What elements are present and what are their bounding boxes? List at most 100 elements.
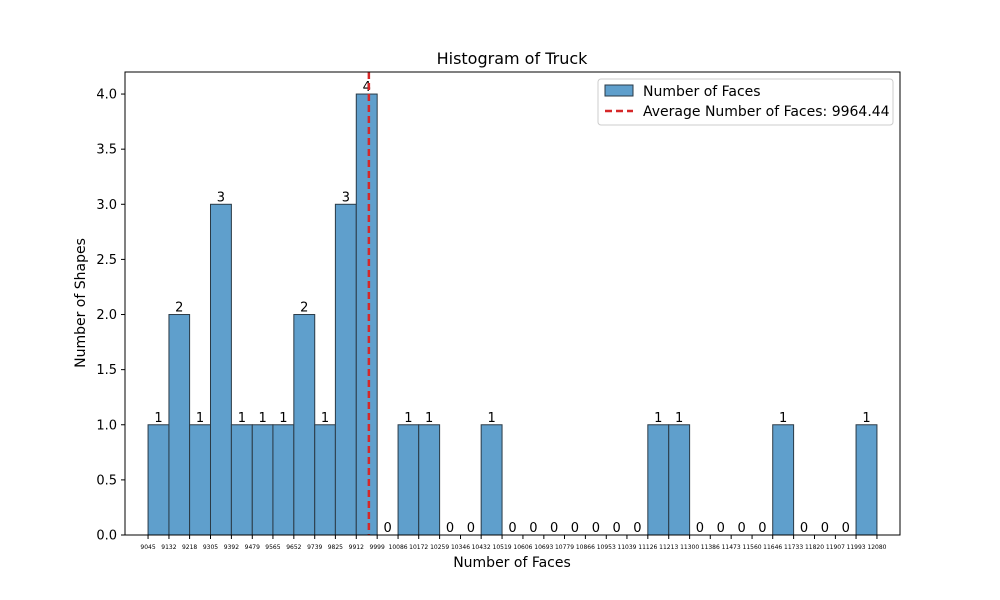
y-tick-label: 3.5 xyxy=(96,143,117,158)
bar-value-label: 3 xyxy=(342,190,350,205)
bar-value-label: 0 xyxy=(821,521,829,536)
x-tick-label: 11300 xyxy=(680,544,699,551)
x-tick-label: 9479 xyxy=(245,544,260,551)
bar-value-label: 1 xyxy=(196,411,204,426)
histogram-bar xyxy=(772,424,795,536)
x-tick-label: 11213 xyxy=(659,544,678,551)
histogram-bar xyxy=(209,203,232,536)
plot-frame xyxy=(124,71,901,536)
bar-value-label: 0 xyxy=(717,521,725,536)
histogram-bar xyxy=(855,424,878,536)
bar-value-label: 1 xyxy=(425,411,433,426)
legend: Number of Faces Average Number of Faces:… xyxy=(597,78,894,126)
y-axis-label: Number of Shapes xyxy=(73,238,89,368)
bar-value-label: 0 xyxy=(842,521,850,536)
x-tick-label: 10086 xyxy=(389,544,408,551)
histogram-bar xyxy=(647,424,670,536)
x-tick-label: 9652 xyxy=(286,544,301,551)
histogram-bar xyxy=(418,424,441,536)
x-tick-label: 11820 xyxy=(805,544,824,551)
x-tick-label: 9739 xyxy=(307,544,322,551)
legend-label-bars: Number of Faces xyxy=(643,84,761,100)
x-tick-label: 11039 xyxy=(617,544,636,551)
x-tick-label: 11560 xyxy=(743,544,762,551)
x-tick-label: 10432 xyxy=(472,544,491,551)
histogram-bar xyxy=(293,314,316,536)
bar-value-label: 2 xyxy=(175,301,183,316)
x-axis-label: Number of Faces xyxy=(453,555,571,571)
bar-value-label: 1 xyxy=(279,411,287,426)
bar-value-label: 0 xyxy=(696,521,704,536)
bar-value-label: 0 xyxy=(467,521,475,536)
y-axis: 0.0 0.5 1.0 1.5 2.0 2.5 3.0 3.5 4.0 xyxy=(96,88,125,544)
y-tick-label: 0.0 xyxy=(96,529,117,544)
x-tick-label: 12080 xyxy=(867,544,886,551)
histogram-bar xyxy=(189,424,211,536)
bar-value-label: 1 xyxy=(779,411,787,426)
x-tick-label: 9999 xyxy=(370,544,385,551)
histogram-bar xyxy=(251,424,274,536)
x-tick-label: 11733 xyxy=(784,544,803,551)
histogram-bar xyxy=(355,93,378,536)
bar-value-label: 1 xyxy=(238,411,246,426)
bar-value-label: 1 xyxy=(154,411,162,426)
x-tick-label: 10346 xyxy=(451,544,470,551)
legend-box xyxy=(597,78,894,126)
histogram-bar xyxy=(480,424,503,536)
x-tick-label: 9392 xyxy=(224,544,239,551)
x-tick-label: 9218 xyxy=(182,544,197,551)
y-tick-label: 1.5 xyxy=(96,363,117,378)
x-tick-label: 9305 xyxy=(203,544,218,551)
histogram-bar xyxy=(334,203,357,536)
x-tick-label: 10953 xyxy=(597,544,616,551)
x-axis: 9045 9132 9218 9305 9392 9479 9565 9652 9739 9825… xyxy=(140,535,887,551)
histogram-bar xyxy=(272,424,295,536)
bar-value-label: 0 xyxy=(633,521,641,536)
y-tick-label: 4.0 xyxy=(96,88,117,103)
chart-title: Histogram of Truck xyxy=(437,49,589,68)
bar-value-label: 1 xyxy=(487,411,495,426)
y-tick-label: 2.5 xyxy=(96,253,117,268)
bar-value-label: 4 xyxy=(363,80,371,95)
x-tick-label: 10693 xyxy=(534,544,553,551)
bar-value-label: 3 xyxy=(217,190,225,205)
x-tick-label: 10866 xyxy=(576,544,595,551)
bar-value-label: 0 xyxy=(446,521,454,536)
histogram-bar xyxy=(397,424,420,536)
histogram-bar xyxy=(668,424,691,536)
y-tick-label: 1.0 xyxy=(96,418,117,433)
histogram-bar xyxy=(314,424,336,536)
bar-value-label: 1 xyxy=(258,411,266,426)
x-tick-label: 9565 xyxy=(265,544,280,551)
y-tick-label: 3.0 xyxy=(96,198,117,213)
bar-value-label: 1 xyxy=(321,411,329,426)
x-tick-label: 10779 xyxy=(555,544,574,551)
x-tick-label: 10519 xyxy=(493,544,512,551)
y-tick-label: 2.0 xyxy=(96,308,117,323)
bar-value-label: 0 xyxy=(383,521,391,536)
x-tick-label: 9825 xyxy=(328,544,343,551)
bar-value-label: 0 xyxy=(508,521,516,536)
bar-value-label: 0 xyxy=(737,521,745,536)
x-tick-label: 11386 xyxy=(701,544,720,551)
x-tick-label: 9132 xyxy=(161,544,176,551)
bar-value-label: 0 xyxy=(571,521,579,536)
bar-value-label: 0 xyxy=(592,521,600,536)
x-tick-label: 11646 xyxy=(763,544,782,551)
histogram-bar xyxy=(168,314,191,536)
bar-value-label: 0 xyxy=(758,521,766,536)
x-tick-label: 11993 xyxy=(847,544,866,551)
x-tick-label: 11473 xyxy=(722,544,741,551)
bar-value-label: 1 xyxy=(654,411,662,426)
bar-value-label: 1 xyxy=(862,411,870,426)
bar-value-label: 1 xyxy=(404,411,412,426)
x-tick-label: 11907 xyxy=(826,544,845,551)
bar-value-label: 1 xyxy=(675,411,683,426)
x-tick-label: 9912 xyxy=(349,544,364,551)
legend-bar-swatch xyxy=(604,84,634,97)
y-tick-label: 0.5 xyxy=(96,473,117,488)
x-tick-label: 10172 xyxy=(409,544,428,551)
legend-label-average: Average Number of Faces: 9964.44 xyxy=(643,104,890,120)
x-tick-label: 11126 xyxy=(638,544,657,551)
